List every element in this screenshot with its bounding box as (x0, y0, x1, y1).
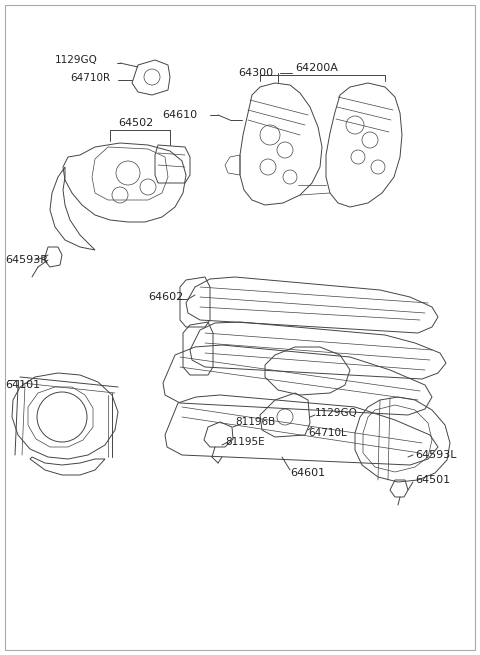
Text: 64602: 64602 (148, 292, 183, 302)
Text: 64601: 64601 (290, 468, 325, 478)
Text: 64101: 64101 (5, 380, 40, 390)
Text: 81195E: 81195E (225, 437, 264, 447)
Text: 64200A: 64200A (295, 63, 338, 73)
Text: 64593L: 64593L (415, 450, 456, 460)
Text: 64593R: 64593R (5, 255, 48, 265)
Text: 64710L: 64710L (308, 428, 347, 438)
Text: 64502: 64502 (118, 118, 153, 128)
Text: 1129GQ: 1129GQ (315, 408, 358, 418)
Text: 64501: 64501 (415, 475, 450, 485)
Text: 64610: 64610 (162, 110, 197, 120)
Text: 64300: 64300 (238, 68, 273, 78)
Text: 1129GQ: 1129GQ (55, 55, 98, 65)
Text: 64710R: 64710R (70, 73, 110, 83)
Text: 81196B: 81196B (235, 417, 275, 427)
